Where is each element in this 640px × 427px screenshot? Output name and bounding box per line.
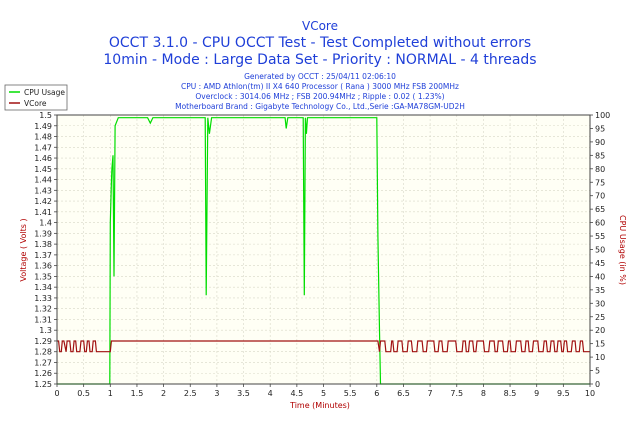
series-line-vcore xyxy=(57,340,590,353)
y2-tick-label: 75 xyxy=(595,178,605,187)
x-axis-label: Time (Minutes) xyxy=(289,401,350,410)
y-tick-label: 1.25 xyxy=(34,380,52,389)
y-tick-label: 1.38 xyxy=(34,240,52,249)
x-tick-label: 0.5 xyxy=(77,389,90,398)
x-tick-label: 0 xyxy=(54,389,59,398)
x-tick-label: 7.5 xyxy=(450,389,463,398)
chart-title: VCore xyxy=(302,19,338,33)
x-tick-label: 6.5 xyxy=(397,389,410,398)
y2-tick-label: 55 xyxy=(595,232,605,241)
x-tick-label: 1 xyxy=(108,389,113,398)
info-cpu: CPU : AMD Athlon(tm) II X4 640 Processor… xyxy=(181,82,459,91)
y-tick-label: 1.39 xyxy=(34,229,52,238)
y2-tick-label: 95 xyxy=(595,124,605,133)
y-tick-label: 1.27 xyxy=(34,358,52,367)
x-axis: 0 0.5 1 1.5 2 2.5 3 3.5 4 4.5 5 5.5 6 6.5 7 7.5 8 8.5 9 9.5… xyxy=(54,384,595,398)
x-tick-label: 2 xyxy=(161,389,166,398)
y-tick-label: 1.5 xyxy=(39,111,52,120)
y2-tick-label: 0 xyxy=(595,380,600,389)
y-axis-label: Voltage ( Volts ) xyxy=(19,218,28,281)
y-tick-label: 1.44 xyxy=(34,176,52,185)
y2-tick-label: 45 xyxy=(595,259,605,268)
y-tick-label: 1.36 xyxy=(34,262,52,271)
x-tick-label: 3 xyxy=(214,389,219,398)
x-tick-label: 10 xyxy=(585,389,595,398)
x-tick-label: 9.5 xyxy=(557,389,570,398)
y2-axis-label: CPU Usage (in %) xyxy=(618,215,627,285)
legend-label-vcore: VCore xyxy=(24,99,47,108)
y-tick-label: 1.47 xyxy=(34,143,52,152)
y2-tick-label: 20 xyxy=(595,326,605,335)
y-tick-label: 1.48 xyxy=(34,133,52,142)
y-tick-label: 1.49 xyxy=(34,122,52,131)
x-tick-label: 7 xyxy=(428,389,433,398)
x-tick-label: 6 xyxy=(374,389,379,398)
y2-tick-label: 65 xyxy=(595,205,605,214)
y2-tick-label: 30 xyxy=(595,299,605,308)
y-tick-label: 1.31 xyxy=(34,315,52,324)
chart-subtitle-line1: OCCT 3.1.0 - CPU OCCT Test - Test Comple… xyxy=(109,35,531,51)
series-vcore xyxy=(57,340,590,353)
y-tick-label: 1.34 xyxy=(34,283,52,292)
y2-tick-label: 35 xyxy=(595,286,605,295)
y-tick-label: 1.45 xyxy=(34,165,52,174)
y2-tick-label: 15 xyxy=(595,340,605,349)
y-axis-left: 1.25 1.26 1.271.28 1.29 1.3 1.311.32 1.33 1.34 1… xyxy=(34,111,57,389)
y-tick-label: 1.42 xyxy=(34,197,52,206)
chart-subtitle-line2: 10min - Mode : Large Data Set - Priority… xyxy=(103,52,536,68)
y-tick-label: 1.35 xyxy=(34,272,52,281)
y2-tick-label: 25 xyxy=(595,313,605,322)
x-tick-label: 4.5 xyxy=(290,389,303,398)
x-tick-label: 9 xyxy=(534,389,539,398)
legend-box xyxy=(4,84,68,111)
y2-tick-label: 85 xyxy=(595,151,605,160)
x-tick-label: 8.5 xyxy=(504,389,517,398)
y2-tick-label: 80 xyxy=(595,165,605,174)
x-tick-label: 1.5 xyxy=(131,389,144,398)
series-cpu-usage xyxy=(57,117,590,385)
y-tick-label: 1.41 xyxy=(34,208,52,217)
y-tick-label: 1.26 xyxy=(34,369,52,378)
y2-tick-label: 50 xyxy=(595,246,605,255)
x-tick-label: 8 xyxy=(481,389,486,398)
info-generated: Generated by OCCT : 25/04/11 02:06:10 xyxy=(244,72,396,81)
y2-tick-label: 5 xyxy=(595,367,600,376)
y-tick-label: 1.33 xyxy=(34,294,52,303)
x-tick-label: 4 xyxy=(268,389,273,398)
y-axis-right: 0 5 10 15 20 25 30 35 40 45 50 55 60 65 70 75 80 85 90 95 10… xyxy=(590,111,610,389)
y2-tick-label: 60 xyxy=(595,219,605,228)
y-tick-label: 1.32 xyxy=(34,305,52,314)
series-line-cpu-usage xyxy=(57,117,590,385)
y2-tick-label: 70 xyxy=(595,192,605,201)
info-motherboard: Motherboard Brand : Gigabyte Technology … xyxy=(175,102,465,111)
y-tick-label: 1.28 xyxy=(34,348,52,357)
x-tick-label: 2.5 xyxy=(184,389,197,398)
y2-tick-label: 90 xyxy=(595,138,605,147)
y2-tick-label: 40 xyxy=(595,272,605,281)
y2-tick-label: 10 xyxy=(595,353,605,362)
y-tick-label: 1.3 xyxy=(39,326,52,335)
y-tick-label: 1.4 xyxy=(39,219,52,228)
y-tick-label: 1.29 xyxy=(34,337,52,346)
y2-tick-label: 100 xyxy=(595,111,610,120)
legend-label-cpu: CPU Usage xyxy=(24,88,65,97)
y-tick-label: 1.37 xyxy=(34,251,52,260)
legend: CPU Usage VCore xyxy=(4,84,68,111)
x-tick-label: 3.5 xyxy=(237,389,250,398)
x-tick-label: 5.5 xyxy=(344,389,357,398)
x-tick-label: 5 xyxy=(321,389,326,398)
y-tick-label: 1.43 xyxy=(34,186,52,195)
info-overclock: Overclock : 3014.06 MHz ; FSB 200.94MHz … xyxy=(195,92,444,101)
y-tick-label: 1.46 xyxy=(34,154,52,163)
